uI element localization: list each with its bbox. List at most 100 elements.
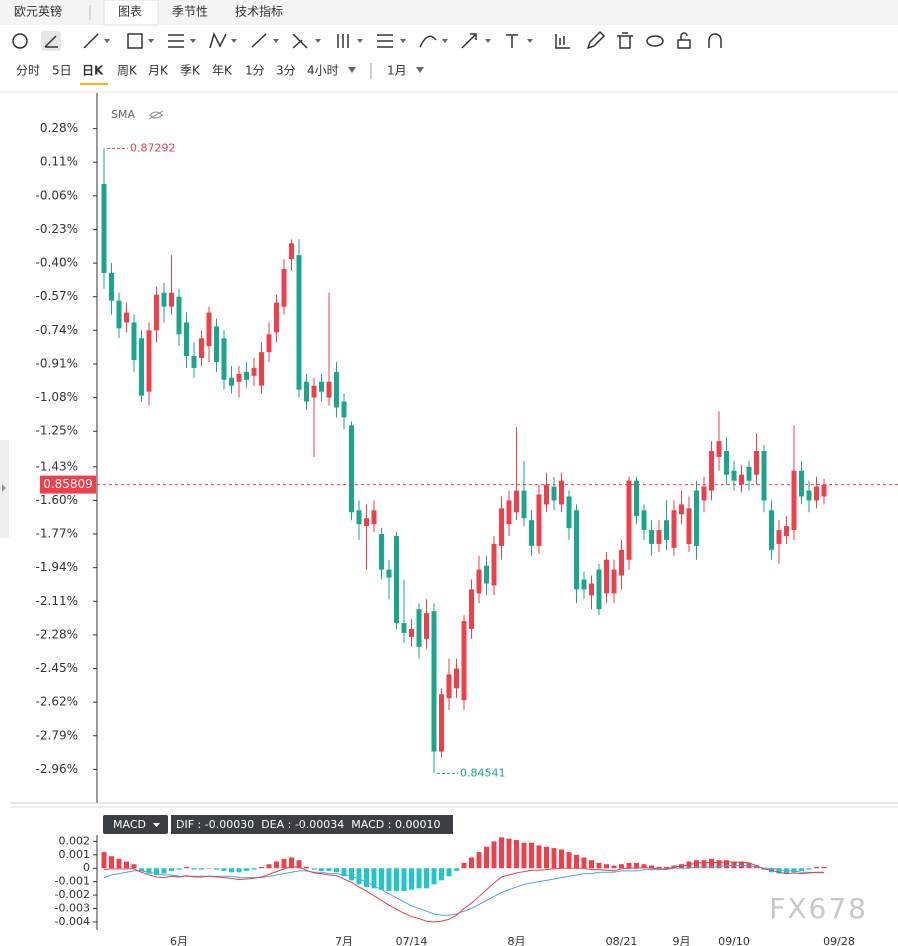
candle-body	[716, 441, 722, 457]
tool-icon[interactable]	[337, 34, 349, 48]
period[interactable]: 3分	[276, 64, 296, 78]
tool-icon[interactable]	[251, 33, 267, 48]
y-tick-label: -1.60%	[36, 493, 78, 507]
macd-bar	[101, 852, 107, 869]
macd-bar	[619, 864, 624, 869]
tab[interactable]: 图表	[118, 5, 142, 19]
candle-body	[289, 243, 294, 260]
macd-bar	[199, 868, 204, 870]
period[interactable]: 季K	[180, 64, 201, 78]
tool-icon[interactable]	[419, 35, 437, 48]
macd-bar	[814, 866, 819, 869]
macd-bar	[206, 868, 212, 869]
candle-body	[191, 356, 197, 368]
tab[interactable]: 季节性	[172, 5, 208, 19]
candle-body	[341, 401, 347, 418]
candle-body	[694, 490, 699, 546]
y-tick-label: -0.001	[55, 875, 90, 888]
tool-icon[interactable]	[708, 33, 722, 48]
tool-icon[interactable]	[127, 33, 143, 49]
candle-body	[679, 504, 684, 515]
tool-icon[interactable]	[83, 33, 99, 49]
macd-bar	[131, 864, 137, 869]
visibility-icon[interactable]	[148, 110, 164, 120]
candle-body	[709, 450, 714, 491]
tool-icon[interactable]	[677, 39, 691, 49]
x-tick-label: 09/28	[823, 935, 855, 946]
candle-body	[544, 484, 549, 505]
candle-body	[761, 450, 767, 501]
period[interactable]: 4小时	[307, 64, 339, 78]
macd-bar	[356, 868, 362, 885]
macd-bar	[521, 842, 527, 869]
tool-icon[interactable]	[12, 33, 28, 49]
y-tick-label: -2.45%	[36, 661, 78, 675]
tool-icon[interactable]	[168, 34, 184, 48]
tool-icon[interactable]	[209, 31, 227, 49]
candle-body	[814, 486, 819, 501]
macd-bar	[379, 868, 384, 890]
y-tick-label: -1.08%	[36, 390, 78, 404]
macd-bar	[371, 868, 377, 889]
candle-body	[139, 338, 144, 396]
y-tick-label: -0.23%	[36, 222, 78, 236]
candle-body	[784, 526, 789, 537]
macd-bar	[311, 868, 317, 870]
tool-icon[interactable]	[617, 32, 633, 49]
macd-bar	[184, 866, 189, 869]
period-extra[interactable]: 1月	[387, 64, 407, 78]
macd-bar	[259, 866, 264, 869]
candle-body	[206, 312, 212, 347]
tab[interactable]: 技术指标	[235, 4, 283, 19]
dropdown[interactable]	[348, 67, 356, 73]
period[interactable]: 5日	[52, 64, 72, 78]
macd-bar	[116, 858, 122, 869]
y-tick-label: -0.004	[55, 915, 90, 928]
tool-icon[interactable]	[44, 35, 58, 48]
candle-body	[424, 613, 429, 639]
indicator-label[interactable]: SMA	[111, 108, 135, 121]
macd-bar	[589, 860, 594, 869]
tool-icon[interactable]	[377, 34, 393, 48]
period[interactable]: 1分	[245, 64, 265, 78]
candle-body	[401, 623, 407, 633]
period[interactable]: 周K	[117, 64, 138, 78]
macd-bar	[544, 846, 549, 869]
macd-bar	[551, 848, 557, 869]
x-tick-label: 7月	[335, 935, 353, 946]
y-tick-label: -2.62%	[36, 695, 78, 709]
macd-bar	[454, 868, 459, 871]
tool-icon[interactable]	[506, 34, 518, 48]
macd-bar	[424, 868, 429, 889]
macd-legend-bg	[171, 815, 453, 834]
tool-icon[interactable]	[461, 33, 477, 49]
candle-body	[281, 269, 287, 307]
candle-body	[536, 494, 542, 546]
period-active[interactable]: 日K	[82, 64, 104, 78]
period[interactable]: 年K	[212, 64, 233, 78]
candle-body	[409, 628, 414, 637]
macd-bar	[409, 868, 414, 890]
tool-icon[interactable]	[555, 34, 570, 49]
macd-bar	[694, 860, 699, 869]
tool-icon[interactable]	[586, 30, 606, 50]
macd-tag[interactable]	[103, 815, 168, 834]
dropdown[interactable]	[416, 67, 424, 73]
candle-body	[116, 300, 122, 329]
macd-bar	[176, 868, 182, 870]
period[interactable]: 分时	[16, 64, 40, 78]
candle-body	[664, 520, 669, 540]
tool-icon[interactable]	[292, 33, 308, 49]
symbol-tab[interactable]: 欧元英镑	[14, 4, 62, 19]
macd-bar	[221, 868, 227, 871]
candle-body	[184, 322, 189, 357]
macd-bar	[739, 861, 744, 869]
period[interactable]: 月K	[148, 64, 169, 78]
macd-bar	[469, 857, 474, 869]
candle-body	[701, 486, 707, 501]
macd-bar	[611, 865, 617, 869]
candle-body	[521, 490, 527, 519]
low-label: 0.84541	[460, 766, 506, 779]
tool-icon[interactable]	[646, 35, 664, 47]
